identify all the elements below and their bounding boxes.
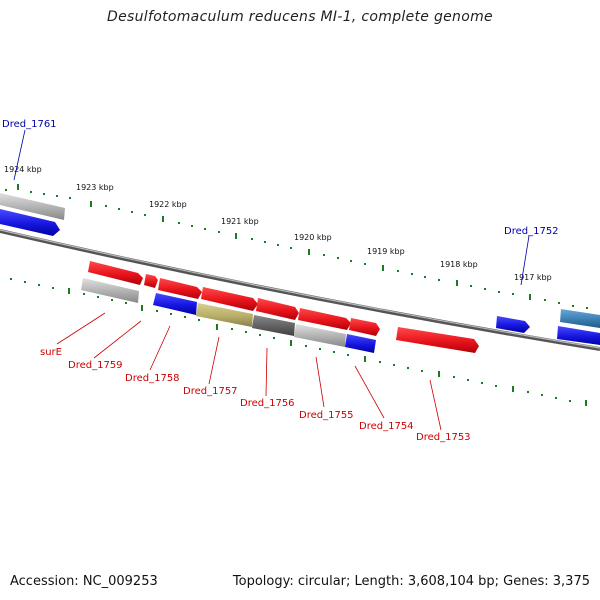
gene-dred-1758-blue[interactable]: [153, 293, 197, 315]
gene-dred-1752-blue[interactable]: [496, 316, 530, 333]
gene-label-dred-1757[interactable]: Dred_1757: [183, 386, 238, 397]
gene-dred-1757-red[interactable]: [201, 287, 258, 311]
gene-small-red[interactable]: [144, 274, 158, 288]
gene-label-dred-1755[interactable]: Dred_1755: [299, 410, 354, 421]
gene-label-dred-1753[interactable]: Dred_1753: [416, 432, 471, 443]
gene-label-dred-1754[interactable]: Dred_1754: [359, 421, 414, 432]
scale-label-1921: 1921 kbp: [221, 217, 259, 226]
gene-dred-1755-red[interactable]: [298, 308, 351, 330]
genome-backbone-highlight: [0, 229, 600, 349]
scale-label-1924: 1924 kbp: [4, 165, 42, 174]
gene-dred-1761-gray[interactable]: [0, 193, 65, 220]
gene-dred-1754-red[interactable]: [349, 318, 380, 336]
gene-label-dred-1752[interactable]: Dred_1752: [504, 226, 559, 237]
scale-label-1920: 1920 kbp: [294, 233, 332, 242]
gene-dred-1760-blue[interactable]: [0, 209, 60, 236]
gene-label-dred-1756[interactable]: Dred_1756: [240, 398, 295, 409]
gene-label-dred-1761[interactable]: Dred_1761: [2, 119, 57, 130]
gene-label-dred-1758[interactable]: Dred_1758: [125, 373, 180, 384]
gene-dred-1750-blue[interactable]: [557, 326, 600, 345]
gene-label-dred-1759[interactable]: Dred_1759: [68, 360, 123, 371]
gene-dred-1756-red[interactable]: [256, 298, 299, 320]
scale-ticks-bottom: [10, 278, 587, 406]
scale-label-1917: 1917 kbp: [514, 273, 552, 282]
leader-lines-bottom: [56, 312, 442, 431]
gene-dred-1758-red[interactable]: [158, 278, 202, 299]
leader-dred-1752: [520, 235, 530, 286]
gene-dred-1757-olive[interactable]: [196, 303, 253, 327]
accession-text: Accession: NC_009253: [10, 574, 158, 589]
gene-sure-red[interactable]: [88, 261, 143, 285]
scale-ticks-top: [5, 184, 588, 309]
genome-backbone: [0, 229, 600, 351]
gene-dred-1759-gray[interactable]: [81, 278, 139, 303]
gene-dred-1751-teal[interactable]: [560, 309, 600, 328]
gene-label-sure[interactable]: surE: [40, 347, 62, 358]
scale-label-1922: 1922 kbp: [149, 200, 187, 209]
leader-dred-1761: [13, 129, 26, 181]
scale-label-1923: 1923 kbp: [76, 183, 114, 192]
gene-dred-1755-gray[interactable]: [294, 324, 346, 347]
gene-dred-1756-dark[interactable]: [252, 315, 295, 336]
scale-label-1918: 1918 kbp: [440, 260, 478, 269]
map-title: Desulfotomaculum reducens MI-1, complete…: [107, 9, 493, 25]
scale-label-1919: 1919 kbp: [367, 247, 405, 256]
genome-summary-text: Topology: circular; Length: 3,608,104 bp…: [232, 574, 590, 589]
gene-dred-1754-blue[interactable]: [345, 334, 376, 353]
gene-dred-1753-red[interactable]: [396, 327, 479, 353]
